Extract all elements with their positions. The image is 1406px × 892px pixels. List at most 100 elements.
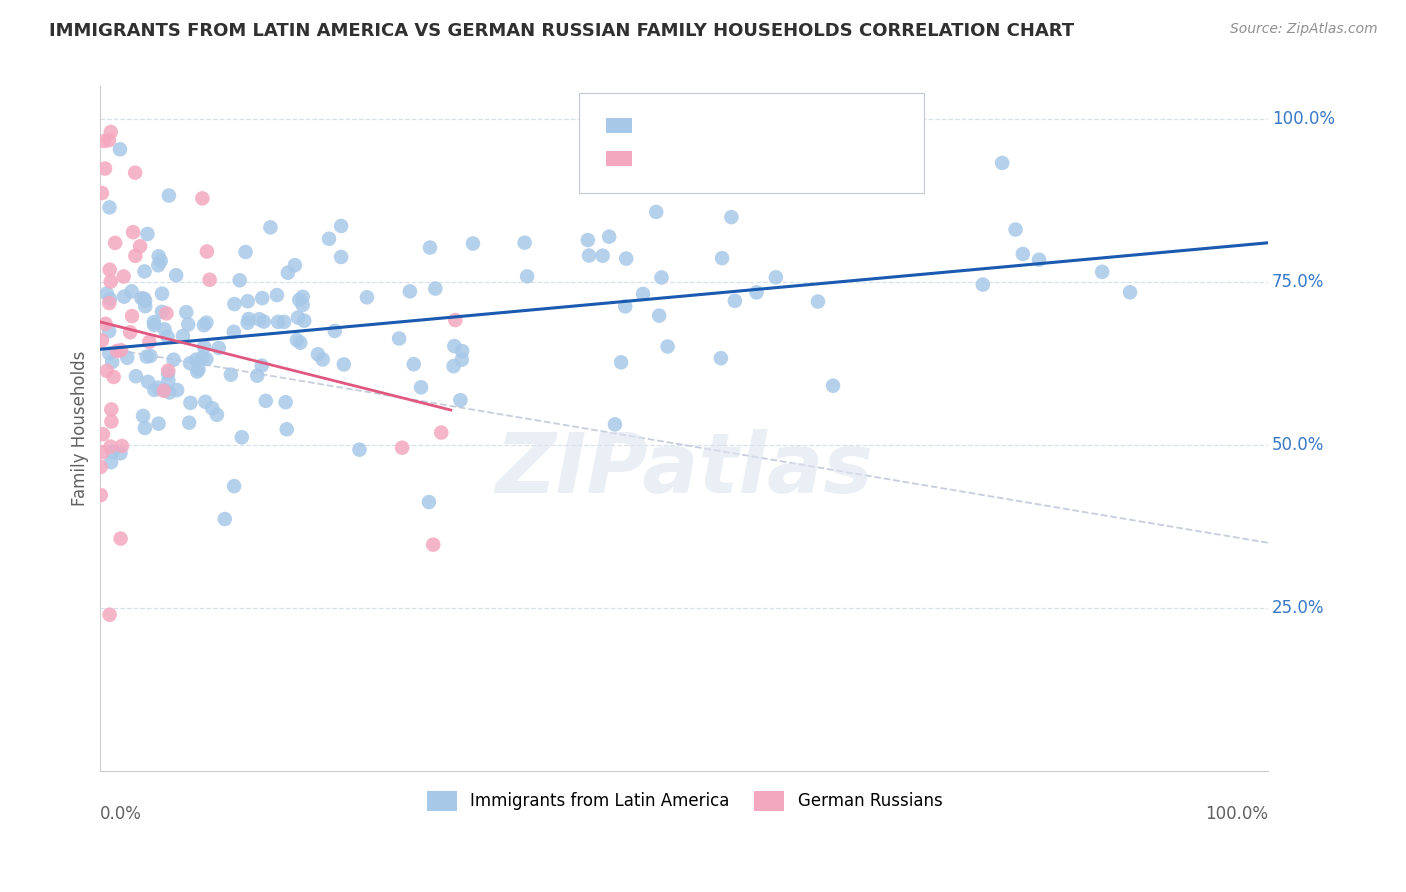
Point [631,287,654,301]
Point [132,292,155,306]
Point [90,488,112,502]
Point [153,322,176,336]
Text: 75.0%: 75.0% [1272,273,1324,291]
Point [356,290,378,304]
Point [100,125,122,139]
Point [191,351,214,365]
Point [724,293,747,308]
Point [162,352,184,367]
Bar [606,151,631,166]
Point [745,285,768,300]
Point [391,441,413,455]
Y-axis label: Family Households: Family Households [72,351,89,507]
Point [98,607,121,622]
Point [443,339,465,353]
Point [98,262,121,277]
Point [110,446,132,460]
Point [98,292,121,306]
Point [1119,285,1142,300]
Text: 100.0%: 100.0% [1205,805,1268,823]
Point [134,299,156,313]
Point [513,235,536,250]
Point [290,335,312,350]
Text: IMMIGRANTS FROM LATIN AMERICA VS GERMAN RUSSIAN FAMILY HOUSEHOLDS CORRELATION CH: IMMIGRANTS FROM LATIN AMERICA VS GERMAN … [49,22,1074,40]
Point [250,291,273,305]
Point [991,156,1014,170]
Point [614,300,637,314]
Point [100,440,122,454]
Point [323,324,346,338]
Point [96,364,118,378]
Point [100,275,122,289]
Point [284,258,307,272]
Point [110,343,132,358]
Point [191,191,214,205]
Point [166,383,188,397]
Point [100,415,122,429]
Point [250,359,273,373]
Point [134,421,156,435]
Point [148,258,170,272]
Point [101,445,124,459]
Point [333,358,356,372]
Point [153,384,176,398]
Text: N =: N = [775,116,806,135]
Point [807,294,830,309]
Point [157,188,180,202]
Point [576,233,599,247]
Point [155,306,177,320]
Point [150,286,173,301]
Point [121,309,143,323]
Legend: Immigrants from Latin America, German Russians: Immigrants from Latin America, German Ru… [420,784,949,818]
Point [219,368,242,382]
Point [93,134,115,148]
Point [224,297,246,311]
Point [98,324,121,338]
Point [267,315,290,329]
Point [399,285,422,299]
Point [645,205,668,219]
Point [292,314,315,328]
Point [138,334,160,349]
Point [247,312,270,326]
Point [148,417,170,431]
Point [117,351,139,365]
Text: 50.0%: 50.0% [1272,436,1324,454]
Point [159,385,181,400]
Point [195,316,218,330]
Point [121,285,143,299]
Point [236,294,259,309]
Point [276,422,298,436]
Point [122,225,145,239]
Point [1004,222,1026,236]
Point [177,318,200,332]
Point [205,408,228,422]
Point [136,227,159,241]
Point [720,210,742,224]
Point [90,459,112,474]
Point [98,200,121,214]
Point [125,369,148,384]
Point [143,383,166,397]
Point [156,329,179,343]
Point [422,538,444,552]
Text: 43: 43 [824,149,849,168]
Point [461,236,484,251]
Point [150,305,173,319]
Point [174,305,197,319]
Point [650,270,672,285]
Point [402,357,425,371]
Bar [606,118,631,133]
Point [186,365,208,379]
Text: N =: N = [775,149,806,168]
Point [214,512,236,526]
Point [96,286,118,301]
Point [592,249,614,263]
Point [98,296,121,310]
Point [104,235,127,250]
FancyBboxPatch shape [579,93,924,193]
Point [208,341,231,355]
Point [134,293,156,308]
Point [179,416,201,430]
Point [273,315,295,329]
